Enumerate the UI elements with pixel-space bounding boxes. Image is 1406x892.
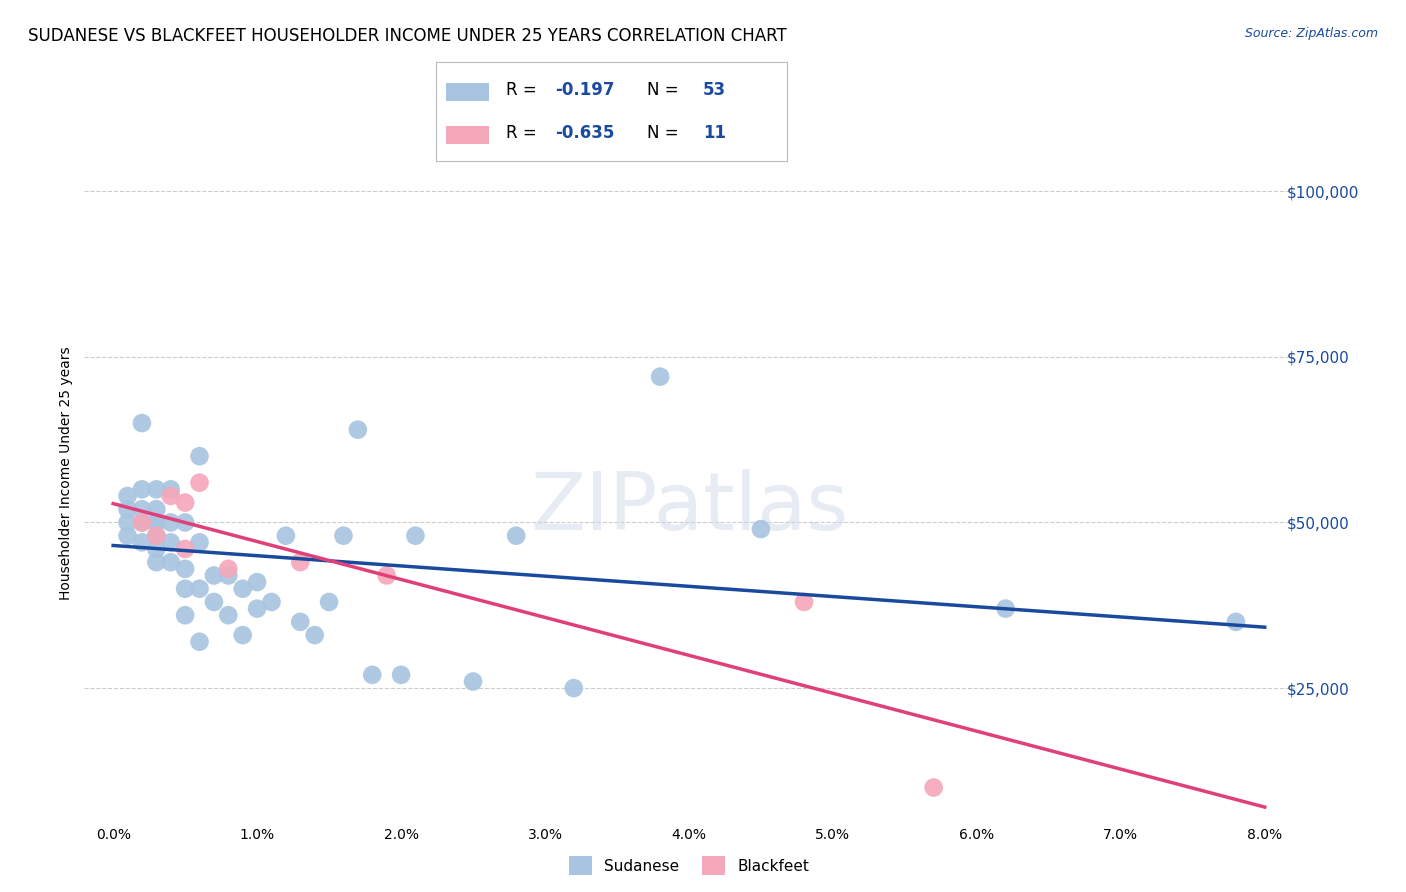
Point — [505, 529, 527, 543]
Point — [260, 595, 283, 609]
Point — [188, 475, 211, 490]
Text: N =: N = — [647, 81, 683, 99]
Point — [117, 489, 139, 503]
Point — [404, 529, 426, 543]
Point — [202, 568, 225, 582]
Point — [318, 595, 340, 609]
Point — [562, 681, 585, 695]
Point — [145, 529, 167, 543]
Text: SUDANESE VS BLACKFEET HOUSEHOLDER INCOME UNDER 25 YEARS CORRELATION CHART: SUDANESE VS BLACKFEET HOUSEHOLDER INCOME… — [28, 27, 787, 45]
Point — [159, 483, 181, 497]
Text: R =: R = — [506, 81, 543, 99]
Point — [159, 489, 181, 503]
Point — [188, 449, 211, 463]
Point — [232, 582, 254, 596]
FancyBboxPatch shape — [447, 127, 489, 144]
Point — [274, 529, 297, 543]
Point — [131, 516, 153, 530]
Point — [922, 780, 945, 795]
Point — [159, 516, 181, 530]
Point — [188, 582, 211, 596]
Text: ZIPatlas: ZIPatlas — [530, 468, 848, 547]
Point — [304, 628, 326, 642]
FancyBboxPatch shape — [447, 83, 489, 101]
Text: -0.197: -0.197 — [555, 81, 614, 99]
Point — [290, 615, 312, 629]
Point — [145, 529, 167, 543]
Point — [290, 555, 312, 569]
Point — [174, 608, 197, 623]
Point — [994, 601, 1017, 615]
Point — [188, 535, 211, 549]
Point — [145, 516, 167, 530]
Point — [117, 529, 139, 543]
Point — [145, 502, 167, 516]
Point — [246, 601, 269, 615]
Point — [188, 634, 211, 648]
Text: Source: ZipAtlas.com: Source: ZipAtlas.com — [1244, 27, 1378, 40]
Point — [749, 522, 772, 536]
Y-axis label: Householder Income Under 25 years: Householder Income Under 25 years — [59, 346, 73, 599]
Text: N =: N = — [647, 124, 683, 142]
Point — [174, 562, 197, 576]
Text: R =: R = — [506, 124, 543, 142]
Point — [375, 568, 398, 582]
Text: 53: 53 — [703, 81, 725, 99]
Point — [461, 674, 484, 689]
Point — [217, 562, 239, 576]
Point — [347, 423, 370, 437]
Point — [232, 628, 254, 642]
Point — [793, 595, 815, 609]
Point — [217, 608, 239, 623]
Point — [159, 555, 181, 569]
Point — [174, 516, 197, 530]
Point — [361, 668, 384, 682]
Text: -0.635: -0.635 — [555, 124, 614, 142]
Point — [332, 529, 354, 543]
Point — [145, 516, 167, 530]
Point — [145, 483, 167, 497]
Point — [389, 668, 412, 682]
Point — [174, 541, 197, 556]
Point — [246, 575, 269, 590]
Point — [145, 555, 167, 569]
Point — [131, 502, 153, 516]
Legend: Sudanese, Blackfeet: Sudanese, Blackfeet — [561, 848, 817, 882]
Point — [202, 595, 225, 609]
Point — [117, 516, 139, 530]
Point — [131, 535, 153, 549]
Point — [650, 369, 672, 384]
Point — [117, 502, 139, 516]
Point — [131, 416, 153, 430]
Point — [145, 541, 167, 556]
Point — [174, 495, 197, 509]
Point — [131, 516, 153, 530]
Point — [131, 483, 153, 497]
Point — [174, 582, 197, 596]
Text: 11: 11 — [703, 124, 725, 142]
Point — [1225, 615, 1247, 629]
Point — [217, 568, 239, 582]
Point — [159, 535, 181, 549]
